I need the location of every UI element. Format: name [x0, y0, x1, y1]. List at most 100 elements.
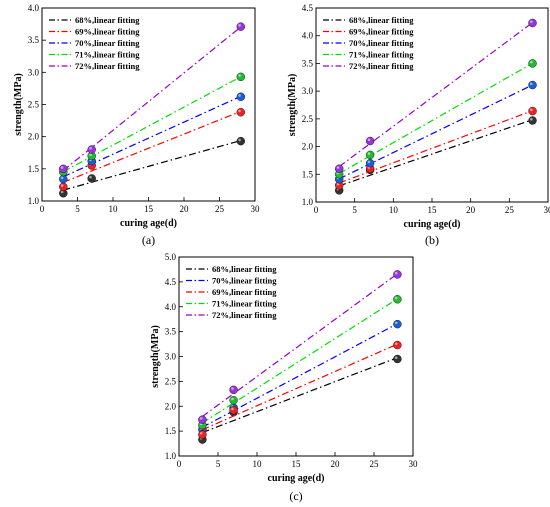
data-point [365, 150, 375, 160]
data-point [87, 145, 96, 154]
series-4 [59, 72, 246, 177]
data-point [236, 136, 246, 146]
panel-caption: (a) [142, 233, 155, 247]
data-point-highlight [89, 153, 92, 156]
x-axis-label: curing age(d) [120, 218, 177, 229]
data-point-highlight [231, 407, 234, 411]
y-axis-label: strength(MPa) [13, 73, 24, 136]
fit-line [202, 343, 398, 431]
y-tick-label: 1.0 [165, 451, 177, 461]
y-tick-label: 2.5 [165, 376, 177, 386]
data-point [198, 415, 207, 424]
legend-entry: 68%,linear fitting [212, 264, 277, 274]
x-tick-label: 25 [370, 459, 380, 469]
y-tick-label: 4.5 [302, 3, 314, 13]
legend-entry: 71%,linear fitting [75, 50, 140, 60]
data-point [393, 270, 402, 279]
legend-entry: 70%,linear fitting [212, 276, 277, 286]
data-point-highlight [238, 109, 241, 113]
data-point-highlight [394, 296, 398, 300]
x-tick-label: 5 [352, 205, 357, 215]
x-tick-label: 30 [409, 459, 419, 469]
data-point [87, 174, 96, 183]
legend-entry: 71%,linear fitting [349, 50, 414, 60]
legend: 68%,linear fitting 70%,linear fitting69%,… [186, 264, 277, 320]
data-point-highlight [231, 387, 234, 390]
legend-entry: 68%,linear fitting [75, 15, 140, 25]
data-point [229, 406, 238, 415]
x-tick-label: 20 [466, 205, 476, 215]
chart-panel-2: 0 5 10 15 20 25 30 1.0 1.5 2.0 2.5 3.0 3.5 4.0 4.5 curi… [287, 3, 550, 247]
series-5 [335, 18, 537, 173]
y-tick-label: 2.0 [28, 132, 40, 142]
data-point [236, 92, 246, 101]
series-3 [335, 80, 537, 184]
fit-line [202, 298, 398, 424]
legend-entry: 72%,linear fitting [349, 61, 414, 71]
data-point-highlight [530, 108, 533, 112]
fit-line [63, 110, 242, 183]
y-axis-label: strength(MPa) [150, 325, 161, 388]
legend-entry: 68%,linear fitting [349, 15, 414, 25]
y-tick-label: 1.5 [302, 169, 314, 179]
legend-entry: 70%,linear fitting [75, 38, 140, 48]
data-point-highlight [394, 342, 398, 346]
x-tick-label: 30 [544, 205, 550, 215]
x-tick-label: 15 [144, 204, 154, 214]
y-tick-label: 4.0 [302, 31, 314, 41]
legend: 68%,linear fitting 69%,linear fitting70%,… [323, 15, 414, 71]
x-tick-label: 10 [109, 204, 119, 214]
y-tick-label: 5.0 [165, 252, 177, 262]
data-point-highlight [238, 24, 241, 27]
fit-line [339, 119, 533, 187]
data-point-highlight [231, 397, 234, 401]
x-tick-label: 0 [40, 204, 45, 214]
y-tick-label: 4.5 [165, 277, 177, 287]
data-point [393, 340, 402, 350]
y-tick-label: 2.5 [302, 114, 314, 124]
y-tick-label: 3.0 [28, 67, 40, 77]
data-point-highlight [530, 20, 533, 23]
data-point [365, 158, 375, 168]
y-tick-label: 4.0 [165, 302, 177, 312]
x-tick-label: 15 [292, 459, 302, 469]
data-point-highlight [394, 321, 398, 325]
x-tick-label: 25 [215, 204, 225, 214]
y-tick-label: 1.0 [302, 197, 314, 207]
data-point-highlight [60, 190, 64, 194]
series-2 [198, 319, 402, 434]
data-point [528, 59, 537, 68]
data-point [59, 182, 68, 192]
data-point-highlight [60, 176, 64, 180]
data-point-highlight [89, 146, 92, 150]
data-point [59, 164, 68, 174]
x-axis-label: curing age(d) [404, 219, 461, 230]
data-point [236, 72, 246, 82]
data-point-highlight [89, 175, 92, 179]
data-point-highlight [199, 432, 203, 435]
data-point [528, 116, 537, 125]
series-1 [335, 116, 537, 195]
data-point-highlight [238, 138, 241, 142]
x-axis-label: curing age(d) [268, 473, 325, 484]
data-point [528, 106, 537, 116]
x-tick-label: 0 [177, 459, 182, 469]
data-point [393, 295, 402, 304]
y-tick-label: 1.0 [28, 196, 40, 206]
chart-panel-3: 0 5 10 15 20 25 30 1.0 1.5 2.0 2.5 3.0 3.5 4.0 4.5 5.0 c… [150, 252, 418, 503]
y-tick-label: 1.5 [28, 164, 40, 174]
legend: 68%,linear fitting 69%,linear fitting70%,… [49, 15, 140, 71]
data-point-highlight [394, 356, 398, 359]
series-2 [335, 106, 537, 190]
data-point [198, 430, 207, 439]
data-point-highlight [60, 166, 64, 169]
data-point [236, 108, 246, 117]
data-point-highlight [530, 117, 533, 121]
y-tick-label: 3.0 [165, 352, 177, 362]
y-tick-label: 2.5 [28, 100, 40, 110]
data-point [365, 136, 375, 146]
data-point-highlight [367, 138, 371, 142]
legend-entry: 70%,linear fitting [349, 38, 414, 48]
series-3 [198, 340, 402, 439]
